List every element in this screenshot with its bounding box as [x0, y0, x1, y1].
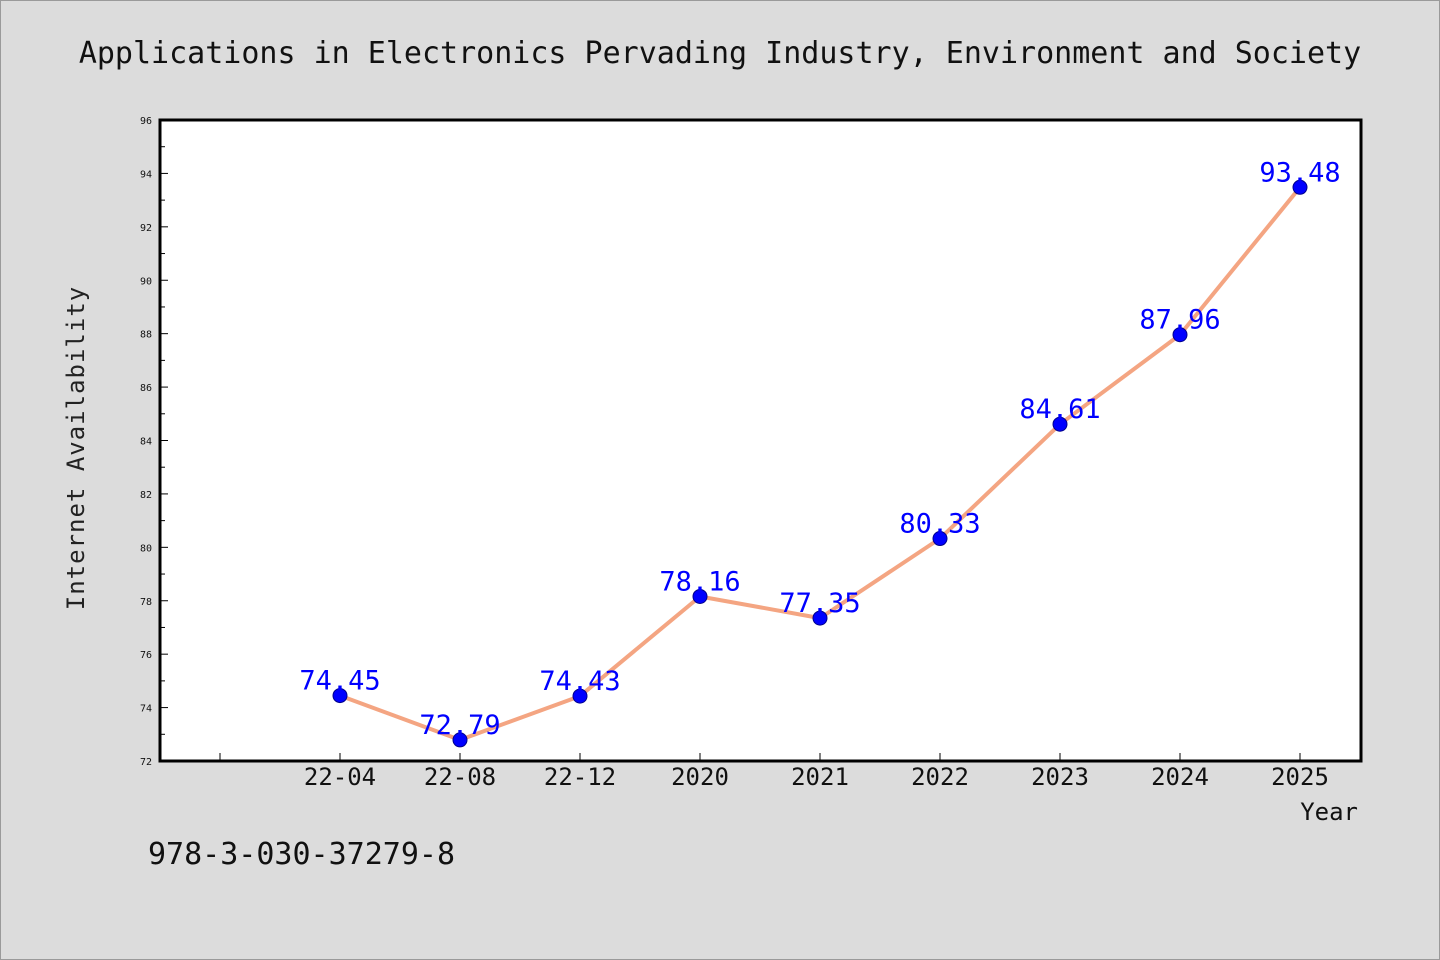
- y-tick-label: 94: [140, 169, 152, 180]
- data-label: 74.45: [299, 666, 380, 697]
- x-tick-label: 22-04: [304, 763, 376, 791]
- y-tick-label: 76: [140, 650, 152, 661]
- x-tick-label: 2023: [1031, 763, 1089, 791]
- y-tick-label: 88: [140, 330, 152, 341]
- data-points: [332, 179, 1308, 748]
- data-point-marker: [1292, 179, 1308, 195]
- y-tick-label: 78: [140, 597, 152, 608]
- data-labels: 74.45 72.79 74.43 78.16 77.35 80.33 84.61 87.96…: [299, 157, 1340, 741]
- y-tick-label: 86: [140, 383, 152, 394]
- data-point-marker: [572, 688, 588, 704]
- data-point-marker: [1052, 416, 1068, 432]
- chart-title: Applications in Electronics Pervading In…: [79, 36, 1361, 71]
- y-tick-label: 96: [140, 116, 152, 127]
- x-tick-label: 22-12: [544, 763, 616, 791]
- data-label: 72.79: [419, 710, 500, 741]
- x-tick-label: 2020: [671, 763, 729, 791]
- data-label: 74.43: [539, 666, 620, 697]
- y-tick-label: 92: [140, 223, 152, 234]
- y-tick-label: 74: [140, 704, 152, 715]
- x-tick-label: 2022: [911, 763, 969, 791]
- x-tick-label: 2021: [791, 763, 849, 791]
- data-point-marker: [452, 732, 468, 748]
- y-tick-label: 82: [140, 490, 152, 501]
- y-tick-label: 72: [140, 757, 152, 768]
- data-point-marker: [1172, 327, 1188, 343]
- y-axis-label: Internet Availability: [62, 286, 90, 610]
- data-label: 93.48: [1259, 157, 1340, 188]
- x-tick-label: 2025: [1271, 763, 1329, 791]
- y-tick-label: 84: [140, 437, 152, 448]
- data-point-marker: [932, 531, 948, 547]
- data-label: 80.33: [899, 509, 980, 540]
- x-axis-label: Year: [1300, 798, 1358, 826]
- y-tick-label: 80: [140, 543, 152, 554]
- data-label: 78.16: [659, 566, 740, 597]
- isbn-text: 978-3-030-37279-8: [148, 837, 455, 872]
- x-tick-label: 22-08: [424, 763, 496, 791]
- data-label: 77.35: [779, 588, 860, 619]
- data-point-marker: [692, 588, 708, 604]
- x-tick-label: 2024: [1151, 763, 1209, 791]
- plot-area: [158, 118, 1363, 763]
- x-axis: 22-04 22-08 22-12 2020 2021 2022 2023 2024 2025: [219, 753, 1329, 791]
- data-label: 84.61: [1019, 394, 1100, 425]
- y-axis: 72 74 76 78 80 82 84 86 88 90 92 94 96: [140, 116, 168, 768]
- y-tick-label: 90: [140, 276, 152, 287]
- data-label: 87.96: [1139, 305, 1220, 336]
- data-point-marker: [332, 688, 348, 704]
- data-point-marker: [812, 610, 828, 626]
